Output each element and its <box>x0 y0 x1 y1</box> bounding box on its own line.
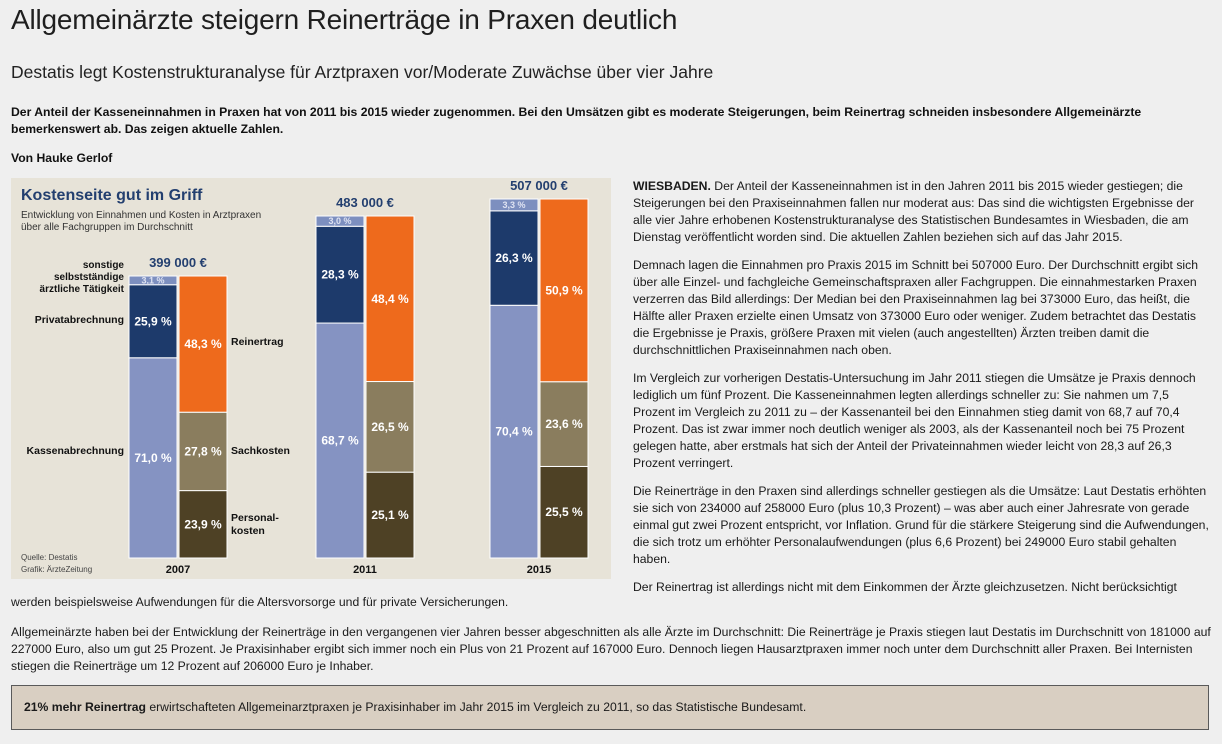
label-cost-2011-2: 48,4 % <box>371 292 409 306</box>
label-cost-2007-0: 23,9 % <box>184 517 222 531</box>
total-2007: 399 000 € <box>149 255 207 270</box>
label-income-2007-1: 25,9 % <box>134 314 172 328</box>
chart-subtitle-line1: Entwicklung von Einnahmen und Kosten in … <box>21 210 261 221</box>
bar-labels: 71,0 % 25,9 % 3,1 % 23,9 % 27,8 % 48,3 % 399 0… <box>27 178 583 576</box>
bar-income-2015-1 <box>489 210 539 306</box>
bar-cost-2011-2 <box>365 215 415 383</box>
legend-sonstige-1: sonstige <box>83 260 125 271</box>
label-cost-2007-2: 48,3 % <box>184 337 222 351</box>
label-income-2015-1: 26,3 % <box>495 251 533 265</box>
bar-income-2011-0 <box>315 322 365 559</box>
label-income-2015-0: 70,4 % <box>495 425 533 439</box>
callout-text: erwirtschafteten Allgemeinarztpraxen je … <box>145 700 807 714</box>
headline: Allgemeinärzte steigern Reinerträge in P… <box>11 4 678 35</box>
subtitle: Destatis legt Kostenstrukturanalyse für … <box>11 62 714 82</box>
bar-cost-2007-2 <box>178 275 228 413</box>
chart-figure: Kostenseite gut im Griff Entwicklung von… <box>11 178 611 579</box>
label-income-2015-2: 3,3 % <box>502 200 525 210</box>
paragraph-5-start: Der Reinertrag ist allerdings nicht mit … <box>633 580 1177 594</box>
year-2007: 2007 <box>166 564 190 576</box>
bar-income-2011-2 <box>315 215 365 227</box>
dateline: WIESBADEN. <box>633 179 711 193</box>
label-cost-2011-1: 26,5 % <box>371 420 409 434</box>
chart-source: Quelle: Destatis <box>21 553 77 562</box>
stacked-bar-chart: Kostenseite gut im Griff Entwicklung von… <box>11 178 611 579</box>
year-2015: 2015 <box>527 564 551 576</box>
bar-cost-2007-0 <box>178 490 228 559</box>
legend-personal-1: Personal- <box>231 512 279 524</box>
label-income-2011-2: 3,0 % <box>328 216 351 226</box>
total-2015: 507 000 € <box>510 178 568 193</box>
legend-sachkosten: Sachkosten <box>231 445 290 457</box>
paragraph-1-text: Der Anteil der Kasseneinnahmen ist in de… <box>633 179 1194 244</box>
paragraph-2: Demnach lagen die Einnahmen pro Praxis 2… <box>633 258 1198 357</box>
label-income-2007-0: 71,0 % <box>134 451 172 465</box>
paragraph-6: Allgemeinärzte haben bei der Entwicklung… <box>11 625 1211 673</box>
paragraph-1: WIESBADEN. Der Anteil der Kasseneinnahme… <box>633 178 1213 246</box>
chart-title: Kostenseite gut im Griff <box>21 187 203 204</box>
bar-cost-2011-0 <box>365 471 415 559</box>
legend-reinertrag: Reinertrag <box>231 336 284 348</box>
lead-paragraph: Der Anteil der Kasseneinnahmen in Praxen… <box>11 105 1142 136</box>
author-byline: Von Hauke Gerlof <box>11 151 113 165</box>
label-income-2007-2: 3,1 % <box>141 275 164 285</box>
label-cost-2011-0: 25,1 % <box>371 508 409 522</box>
bar-income-2015-0 <box>489 304 539 559</box>
paragraph-4: Die Reinerträge in den Praxen sind aller… <box>633 484 1209 566</box>
legend-sonstige-3: ärztliche Tätigkeit <box>40 284 125 295</box>
label-income-2011-0: 68,7 % <box>321 434 359 448</box>
bar-cost-2015-2 <box>539 198 589 383</box>
legend-personal-2: kosten <box>231 525 265 537</box>
bar-groups <box>128 198 589 559</box>
label-cost-2015-0: 25,5 % <box>545 505 583 519</box>
bar-income-2007-0 <box>128 357 178 559</box>
paragraph-3: Im Vergleich zur vorherigen Destatis-Unt… <box>633 371 1196 470</box>
label-cost-2007-1: 27,8 % <box>184 444 222 458</box>
bar-income-2015-2 <box>489 198 539 212</box>
paragraph-5-end: werden beispielsweise Aufwendungen für d… <box>11 595 509 609</box>
legend-sonstige-2: selbstständige <box>54 272 124 283</box>
bar-cost-2015-0 <box>539 465 589 559</box>
article-column-right: WIESBADEN. Der Anteil der Kasseneinnahme… <box>633 178 1213 607</box>
bar-income-2007-2 <box>128 275 178 286</box>
legend-kasse: Kassenabrechnung <box>27 445 124 457</box>
chart-credit: Grafik: ÄrzteZeitung <box>21 565 92 574</box>
total-2011: 483 000 € <box>336 195 394 210</box>
label-cost-2015-1: 23,6 % <box>545 417 583 431</box>
bar-income-2011-1 <box>315 225 365 324</box>
callout-box: 21% mehr Reinertrag erwirtschafteten All… <box>11 685 1209 730</box>
year-2011: 2011 <box>353 564 377 576</box>
callout-highlight: 21% mehr Reinertrag <box>24 700 146 714</box>
label-cost-2015-2: 50,9 % <box>545 283 583 297</box>
legend-privat: Privatabrechnung <box>35 314 124 326</box>
label-income-2011-1: 28,3 % <box>321 268 359 282</box>
chart-subtitle-line2: über alle Fachgruppen im Durchschnitt <box>21 222 193 233</box>
